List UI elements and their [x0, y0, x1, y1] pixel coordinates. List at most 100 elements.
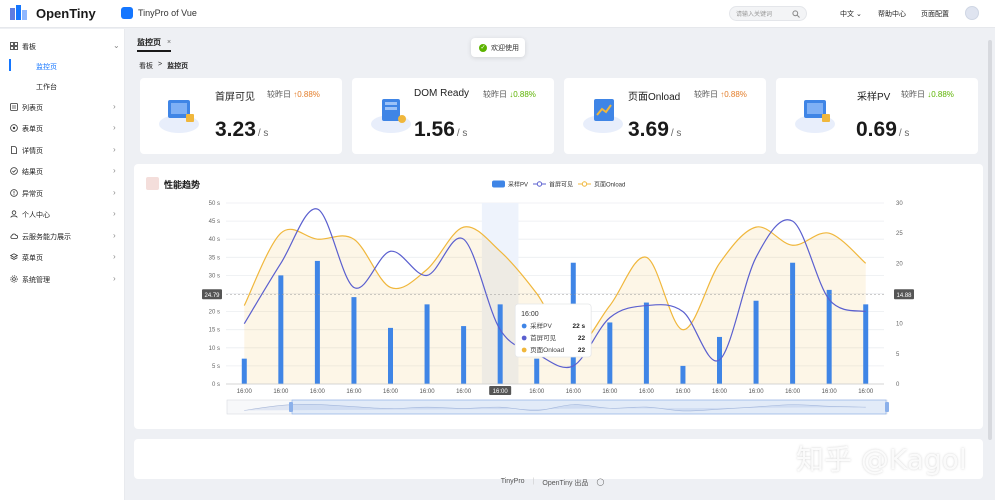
bar-sample-pv	[314, 260, 320, 384]
search-placeholder: 请输入关键词	[736, 12, 773, 18]
success-check-icon: ✓	[479, 43, 487, 52]
y-left-tick-label: 30 s	[209, 273, 220, 279]
language-label: 中文	[840, 11, 854, 18]
crosshair-right-label: 14.88	[896, 293, 912, 299]
check-circle-icon	[10, 167, 18, 175]
card-value: 3.23/ s	[215, 118, 268, 142]
sidebar-item-exception[interactable]: 异常页 ›	[0, 184, 125, 202]
y-left-tick-label: 50 s	[209, 201, 220, 207]
y-left-tick-label: 15 s	[209, 328, 220, 334]
sidebar-item-personal[interactable]: 个人中心 ›	[0, 205, 125, 223]
bar-sample-pv	[351, 297, 357, 384]
card-value-number: 1.56	[414, 118, 455, 141]
x-tick-label: 16:00	[237, 389, 253, 395]
y-left-tick-label: 0 s	[212, 382, 220, 388]
sidebar-item-form[interactable]: 表单页 ›	[0, 119, 125, 137]
y-right-tick-label: 5	[896, 352, 900, 358]
stat-card-sample-pv: 采样PV 较昨日 ↓0.88% 0.69/ s	[776, 78, 978, 154]
compare-label: 较昨日	[483, 90, 507, 99]
tab-monitor[interactable]: 监控页 ×	[137, 34, 172, 52]
card-value-number: 0.69	[856, 118, 897, 141]
sidebar-item-board[interactable]: 看板 ⌄	[0, 37, 125, 55]
card-unit: / s	[670, 128, 682, 139]
footer-right[interactable]: OpenTiny 出品	[542, 480, 589, 487]
avatar[interactable]	[965, 6, 979, 20]
y-right-tick-label: 30	[896, 201, 903, 207]
cloud-icon	[10, 233, 18, 239]
tooltip-series-value: 22	[578, 335, 586, 342]
chevron-right-icon: ›	[113, 252, 116, 261]
search-input[interactable]: 请输入关键词	[729, 6, 807, 21]
bar-sample-pv	[388, 327, 393, 384]
y-right-tick-label: 20	[896, 261, 903, 267]
list-icon	[10, 103, 18, 111]
bar-sample-pv	[790, 262, 796, 384]
y-right-tick-label: 0	[896, 382, 900, 388]
card-percent: 0.88%	[724, 90, 747, 99]
alert-circle-icon	[10, 189, 18, 197]
bar-sample-pv	[607, 322, 613, 384]
x-tick-label: 16:00	[822, 389, 838, 395]
card-percent: 0.88%	[297, 90, 320, 99]
close-icon[interactable]: ×	[167, 38, 172, 46]
compare-label: 较昨日	[901, 90, 925, 99]
product-name: TinyPro of Vue	[138, 8, 197, 18]
help-link[interactable]: 帮助中心	[878, 11, 906, 18]
sidebar-item-menu[interactable]: 菜单页 ›	[0, 248, 125, 266]
sidebar-item-system[interactable]: 系统管理 ›	[0, 270, 125, 288]
chevron-down-icon: ⌄	[113, 41, 120, 50]
x-tick-label: 16:00	[493, 389, 509, 395]
legend-label: 采样PV	[508, 181, 528, 189]
tooltip-dot	[521, 335, 527, 341]
y-left-tick-label: 10 s	[209, 346, 220, 352]
card-value-number: 3.23	[215, 118, 256, 141]
vertical-scrollbar[interactable]	[988, 40, 992, 440]
card-compare: 较昨日 ↑0.88%	[267, 89, 320, 100]
sidebar-item-result[interactable]: 结果页 ›	[0, 162, 125, 180]
chevron-right-icon: ›	[113, 145, 116, 154]
sidebar-item-label: 列表页	[22, 105, 43, 112]
y-left-tick-label: 45 s	[209, 219, 220, 225]
gear-icon	[10, 275, 18, 283]
y-left-tick-label: 20 s	[209, 310, 220, 316]
monitor-icon	[159, 100, 199, 133]
page-settings-link[interactable]: 页面配置	[921, 11, 949, 18]
footer-left[interactable]: TinyPro	[500, 478, 525, 485]
chevron-right-icon: ›	[113, 102, 116, 111]
language-switch[interactable]: 中文 ⌄	[840, 9, 862, 19]
sidebar-item-label: 系统管理	[22, 277, 50, 284]
sidebar-item-cloud[interactable]: 云服务能力展示 ›	[0, 227, 125, 245]
sidebar-item-label: 菜单页	[22, 255, 43, 262]
breadcrumb: 看板 > 监控页	[139, 61, 188, 71]
chevron-right-icon: ›	[113, 123, 116, 132]
trend-up-icon: ↑	[720, 90, 725, 99]
compare-label: 较昨日	[267, 90, 291, 99]
sidebar: 看板 ⌄ 监控页 工作台 列表页 › 表单页 › 详情页 › 结果页 › 异常页…	[0, 29, 125, 500]
chart-title-icon	[146, 177, 159, 190]
chevron-right-icon: ›	[113, 274, 116, 283]
product-switcher[interactable]: TinyPro of Vue	[121, 7, 197, 19]
sidebar-item-label: 异常页	[22, 191, 43, 198]
sidebar-item-list[interactable]: 列表页 ›	[0, 98, 125, 116]
legend-swatch-bar	[492, 180, 505, 188]
crosshair-left-label: 24.79	[204, 293, 220, 299]
zoom-handle-left	[289, 402, 293, 412]
x-tick-label: 16:00	[639, 389, 655, 395]
performance-chart[interactable]: 0 s5 s10 s15 s20 s25 s30 s35 s40 s45 s50…	[134, 164, 983, 429]
tooltip-dot	[521, 323, 527, 329]
sidebar-item-detail[interactable]: 详情页 ›	[0, 141, 125, 159]
card-unit: / s	[456, 128, 468, 139]
sidebar-subitem-workbench[interactable]: 工作台	[0, 77, 125, 95]
zoom-handle-right	[885, 402, 889, 412]
tooltip-box	[514, 303, 592, 358]
grid-icon	[10, 42, 18, 50]
breadcrumb-root[interactable]: 看板	[139, 63, 153, 70]
sidebar-subitem-monitor[interactable]: 监控页	[0, 57, 125, 75]
sidebar-item-label: 云服务能力展示	[22, 234, 71, 241]
github-icon[interactable]: ◯	[596, 479, 605, 486]
chart-file-icon	[583, 99, 623, 133]
chevron-right-icon: ›	[113, 188, 116, 197]
bar-sample-pv	[424, 304, 430, 384]
logo[interactable]: OpenTiny	[10, 5, 96, 21]
card-percent: 0.88%	[931, 90, 954, 99]
